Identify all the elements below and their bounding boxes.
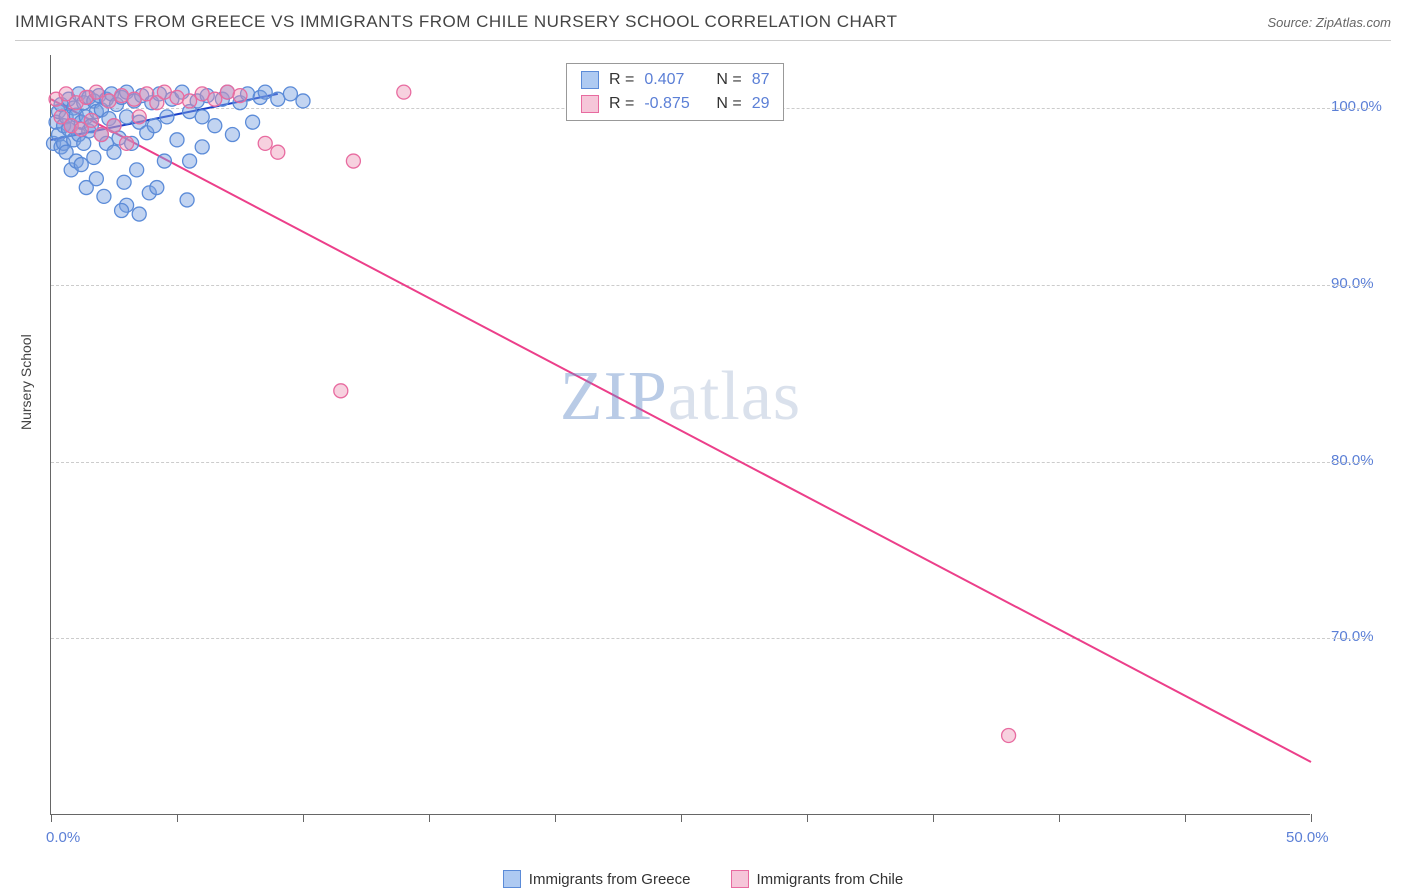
legend-swatch-greece <box>581 71 599 89</box>
data-point <box>346 154 360 168</box>
legend-n-label: N = <box>716 92 741 116</box>
data-point <box>115 204 129 218</box>
trend-line <box>51 99 1311 762</box>
data-point <box>84 113 98 127</box>
data-point <box>208 92 222 106</box>
scatter-svg <box>51 55 1310 814</box>
data-point <box>127 92 141 106</box>
data-point <box>102 94 116 108</box>
data-point <box>195 140 209 154</box>
data-point <box>208 119 222 133</box>
data-point <box>334 384 348 398</box>
data-point <box>157 154 171 168</box>
legend-r-value-chile: -0.875 <box>644 92 706 116</box>
x-tick <box>429 814 430 822</box>
data-point <box>132 110 146 124</box>
x-tick-label: 0.0% <box>46 829 80 846</box>
legend-r-label: R = <box>609 92 634 116</box>
x-tick <box>177 814 178 822</box>
data-point <box>157 85 171 99</box>
legend-row-chile: R = -0.875 N = 29 <box>581 92 769 116</box>
plot-area: R = 0.407 N = 87 R = -0.875 N = 29 ZIPat… <box>50 55 1310 815</box>
data-point <box>271 92 285 106</box>
data-point <box>183 154 197 168</box>
y-tick-label: 70.0% <box>1331 628 1374 645</box>
x-tick <box>1185 814 1186 822</box>
data-point <box>397 85 411 99</box>
legend-row-greece: R = 0.407 N = 87 <box>581 68 769 92</box>
data-point <box>115 89 129 103</box>
bottom-legend-greece: Immigrants from Greece <box>503 870 691 888</box>
x-tick <box>1059 814 1060 822</box>
data-point <box>107 119 121 133</box>
x-tick <box>933 814 934 822</box>
data-point <box>150 181 164 195</box>
data-point <box>170 90 184 104</box>
data-point <box>258 85 272 99</box>
x-tick <box>1311 814 1312 822</box>
data-point <box>132 207 146 221</box>
data-point <box>117 175 131 189</box>
y-tick-label: 100.0% <box>1331 98 1382 115</box>
data-point <box>180 193 194 207</box>
x-tick <box>555 814 556 822</box>
data-point <box>107 145 121 159</box>
legend-r-label: R = <box>609 68 634 92</box>
data-point <box>296 94 310 108</box>
legend-r-value-greece: 0.407 <box>644 68 706 92</box>
source-label: Source: ZipAtlas.com <box>1267 15 1391 30</box>
data-point <box>271 145 285 159</box>
x-tick <box>807 814 808 822</box>
x-tick <box>681 814 682 822</box>
data-point <box>233 89 247 103</box>
bottom-legend-chile: Immigrants from Chile <box>731 870 904 888</box>
y-tick-label: 90.0% <box>1331 275 1374 292</box>
data-point <box>147 119 161 133</box>
data-point <box>74 158 88 172</box>
legend-n-value-chile: 29 <box>752 92 770 116</box>
data-point <box>195 87 209 101</box>
data-point <box>94 128 108 142</box>
bottom-swatch-chile <box>731 870 749 888</box>
data-point <box>89 172 103 186</box>
data-point <box>246 115 260 129</box>
x-tick <box>51 814 52 822</box>
data-point <box>89 85 103 99</box>
data-point <box>97 189 111 203</box>
data-point <box>258 136 272 150</box>
x-tick-label: 50.0% <box>1286 829 1329 846</box>
data-point <box>130 163 144 177</box>
chart-title: IMMIGRANTS FROM GREECE VS IMMIGRANTS FRO… <box>15 12 898 32</box>
data-point <box>120 110 134 124</box>
bottom-legend: Immigrants from Greece Immigrants from C… <box>0 870 1406 888</box>
title-divider <box>15 40 1391 41</box>
y-axis-title: Nursery School <box>18 334 34 430</box>
data-point <box>220 85 234 99</box>
data-point <box>225 128 239 142</box>
data-point <box>183 94 197 108</box>
legend-swatch-chile <box>581 95 599 113</box>
data-point <box>120 136 134 150</box>
data-point <box>87 151 101 165</box>
bottom-swatch-greece <box>503 870 521 888</box>
correlation-legend: R = 0.407 N = 87 R = -0.875 N = 29 <box>566 63 784 121</box>
data-point <box>1002 728 1016 742</box>
data-point <box>160 110 174 124</box>
bottom-legend-label-greece: Immigrants from Greece <box>529 871 691 888</box>
legend-n-label: N = <box>716 68 741 92</box>
y-tick-label: 80.0% <box>1331 452 1374 469</box>
data-point <box>170 133 184 147</box>
x-tick <box>303 814 304 822</box>
bottom-legend-label-chile: Immigrants from Chile <box>757 871 904 888</box>
data-point <box>283 87 297 101</box>
legend-n-value-greece: 87 <box>752 68 770 92</box>
data-point <box>195 110 209 124</box>
